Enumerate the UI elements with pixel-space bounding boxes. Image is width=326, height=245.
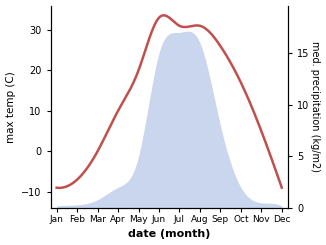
X-axis label: date (month): date (month) (128, 230, 210, 239)
Y-axis label: max temp (C): max temp (C) (6, 71, 16, 143)
Y-axis label: med. precipitation (kg/m2): med. precipitation (kg/m2) (310, 41, 320, 172)
